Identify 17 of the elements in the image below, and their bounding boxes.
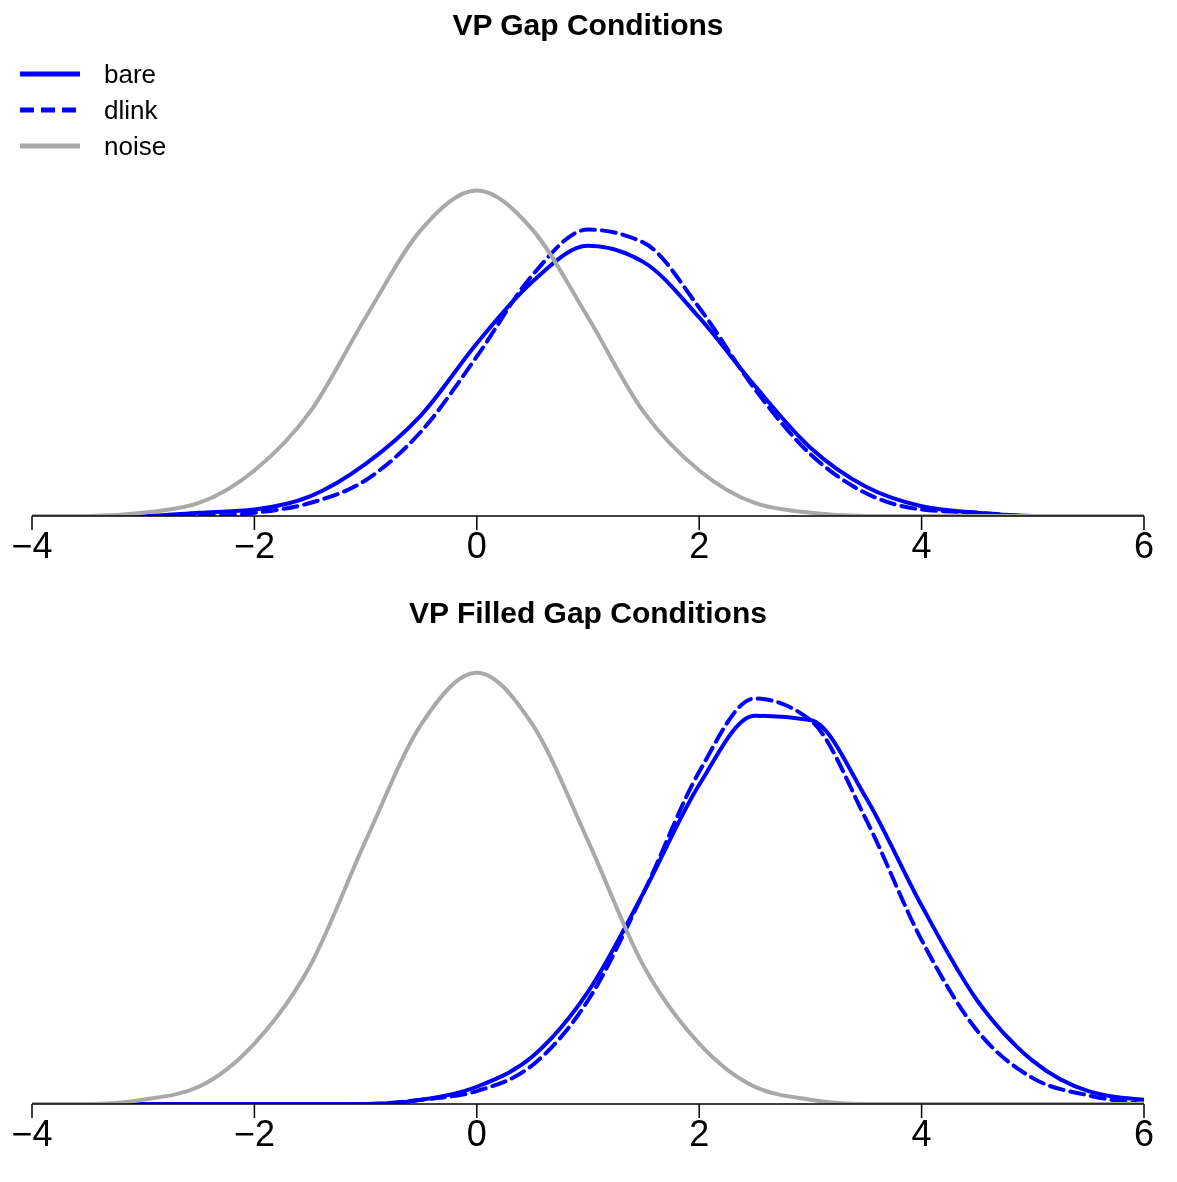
x-tick-label: 4 [911, 524, 932, 566]
chart-title: VP Gap Conditions [451, 8, 725, 43]
legend-label: bare [104, 58, 157, 90]
x-tick-label: 0 [466, 524, 487, 566]
x-tick-label: 6 [1133, 1112, 1155, 1154]
x-tick-label: −4 [11, 524, 53, 566]
x-tick-label: −2 [233, 1112, 275, 1154]
legend-label: dlink [104, 94, 158, 126]
x-tick-label: 0 [466, 1112, 487, 1154]
x-tick-label: 6 [1133, 524, 1155, 566]
x-tick-label: −4 [11, 1112, 53, 1154]
x-tick-label: 2 [689, 524, 710, 566]
legend-label: noise [104, 130, 167, 162]
x-tick-label: 4 [911, 1112, 932, 1154]
x-tick-label: −2 [233, 524, 275, 566]
x-tick-label: 2 [689, 1112, 710, 1154]
chart-title: VP Filled Gap Conditions [408, 596, 768, 631]
